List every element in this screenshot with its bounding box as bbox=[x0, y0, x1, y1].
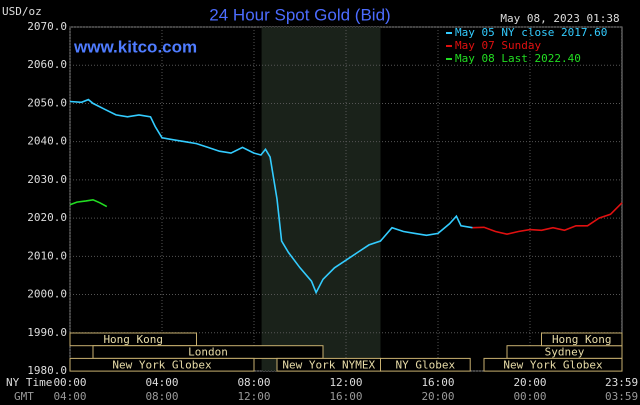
x-tick-label: 12:00 bbox=[329, 376, 362, 389]
session-box bbox=[69, 357, 255, 372]
y-tick-label: 2020.0 bbox=[27, 211, 67, 224]
x-tick-label: 00:00 bbox=[53, 376, 86, 389]
y-tick-label: 2030.0 bbox=[27, 173, 67, 186]
x2-tick-label: 08:00 bbox=[145, 390, 178, 403]
highlight-range bbox=[261, 27, 381, 371]
x2-tick-label: 16:00 bbox=[329, 390, 362, 403]
y-tick-label: 2070.0 bbox=[27, 20, 67, 33]
x-tick-label: 08:00 bbox=[237, 376, 270, 389]
session-label: Sydney bbox=[545, 346, 585, 359]
legend-entry: May 08 Last 2022.40 bbox=[455, 52, 581, 65]
timestamp: May 08, 2023 01:38 bbox=[500, 12, 619, 25]
series-line bbox=[69, 198, 108, 208]
y-tick-label: 2050.0 bbox=[27, 96, 67, 109]
session-label: New York Globex bbox=[112, 358, 212, 371]
y-tick-label: 2040.0 bbox=[27, 135, 67, 148]
x2-tick-label: 03:59 bbox=[605, 390, 638, 403]
session-label: Hong Kong bbox=[552, 333, 612, 346]
y-tick-label: 1980.0 bbox=[27, 364, 67, 377]
x2-tick-label: 00:00 bbox=[513, 390, 546, 403]
x-tick-label: 23:59 bbox=[605, 376, 638, 389]
x2-tick-label: 20:00 bbox=[421, 390, 454, 403]
x-tick-label: 04:00 bbox=[145, 376, 178, 389]
legend-entry: May 05 NY close 2017.60 bbox=[455, 26, 607, 39]
chart-title: 24 Hour Spot Gold (Bid) bbox=[209, 5, 390, 24]
y-tick-label: 2000.0 bbox=[27, 288, 67, 301]
session-box bbox=[541, 332, 623, 347]
x2-row-label: GMT bbox=[14, 390, 34, 403]
y-tick-label: 2010.0 bbox=[27, 249, 67, 262]
y-unit: USD/oz bbox=[2, 5, 42, 18]
session-label: NY Globex bbox=[396, 358, 456, 371]
series-line bbox=[472, 202, 623, 236]
watermark: www.kitco.com bbox=[73, 37, 197, 56]
y-tick-label: 1990.0 bbox=[27, 326, 67, 339]
y-tick-label: 2060.0 bbox=[27, 58, 67, 71]
legend-entry: May 07 Sunday bbox=[455, 39, 541, 52]
x-row-label: NY Time bbox=[6, 376, 52, 389]
x-tick-label: 16:00 bbox=[421, 376, 454, 389]
x-tick-label: 20:00 bbox=[513, 376, 546, 389]
x2-tick-label: 12:00 bbox=[237, 390, 270, 403]
session-label: New York Globex bbox=[503, 358, 603, 371]
session-box bbox=[380, 357, 471, 372]
series-line bbox=[69, 98, 473, 295]
session-label: New York NYMEX bbox=[282, 358, 375, 371]
x2-tick-label: 04:00 bbox=[53, 390, 86, 403]
session-box bbox=[483, 357, 623, 372]
session-label: London bbox=[188, 346, 228, 359]
session-label: Hong Kong bbox=[103, 333, 163, 346]
